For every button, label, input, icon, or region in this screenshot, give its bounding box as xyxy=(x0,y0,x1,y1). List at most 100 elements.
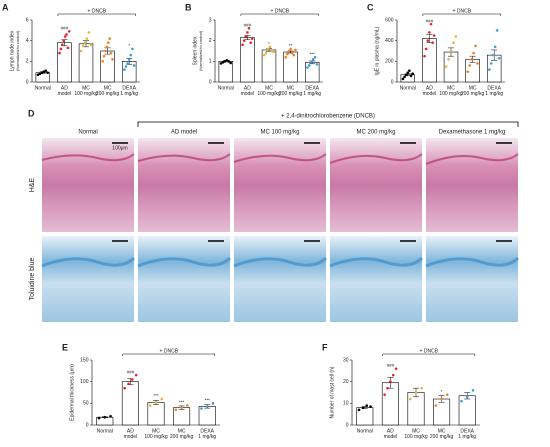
data-point xyxy=(294,48,297,52)
data-point xyxy=(242,39,246,42)
y-axis-sublabel: (Normalized to control) xyxy=(15,30,20,71)
data-point xyxy=(62,39,66,42)
y-tick-label: 3 xyxy=(209,17,212,23)
x-tick-label: AD xyxy=(387,428,394,434)
he-texture xyxy=(329,153,423,164)
he-image xyxy=(426,138,518,232)
x-tick-label: 200 mg/kg xyxy=(96,91,120,97)
he-image xyxy=(330,138,422,232)
x-tick-label: MC xyxy=(265,85,273,91)
data-point xyxy=(401,77,405,81)
data-point xyxy=(431,41,434,45)
significance-label: ### xyxy=(387,363,395,368)
data-point xyxy=(268,45,272,49)
x-tick-label: AD xyxy=(61,85,68,91)
data-point xyxy=(468,64,471,67)
data-point xyxy=(311,57,315,61)
x-tick-label: 1 mg/kg xyxy=(458,434,476,440)
column-label: Normal xyxy=(78,130,97,136)
data-point xyxy=(440,397,443,401)
data-point xyxy=(127,57,131,61)
x-tick-label: MC xyxy=(447,85,455,91)
y-tick-label: 0 xyxy=(86,422,89,428)
y-tick-label: 200 xyxy=(385,59,394,65)
bracket xyxy=(137,121,519,127)
x-tick-label: 200 mg/kg xyxy=(279,91,303,97)
data-point xyxy=(109,51,113,55)
tb-texture xyxy=(233,256,328,268)
y-axis-label: Number of mast cell (n) xyxy=(329,366,335,418)
data-point xyxy=(134,373,138,377)
data-point xyxy=(42,70,46,73)
x-tick-label: 1 mg/kg xyxy=(303,91,321,97)
panel-label: C xyxy=(367,2,374,12)
y-tick-label: 150 xyxy=(80,357,89,363)
data-point xyxy=(472,51,475,55)
tb-texture xyxy=(425,256,520,268)
he-texture xyxy=(233,153,327,163)
data-point xyxy=(180,406,183,409)
y-axis-label: Lymph node index xyxy=(9,30,15,71)
data-point xyxy=(244,35,248,38)
data-point xyxy=(129,53,133,57)
data-point xyxy=(394,367,398,370)
tb-texture xyxy=(137,256,232,268)
x-tick-label: MC xyxy=(82,85,90,91)
data-point xyxy=(264,51,268,55)
data-point xyxy=(225,59,229,62)
bracket-label: + DNCB xyxy=(160,348,179,354)
data-point xyxy=(211,402,215,405)
x-tick-label: MC xyxy=(178,428,186,434)
bracket-label: + DNCB xyxy=(271,8,290,14)
row-label: H&E xyxy=(29,177,36,192)
data-point xyxy=(106,41,110,45)
data-point xyxy=(470,57,473,61)
x-tick-label: AD xyxy=(127,428,134,434)
data-point xyxy=(89,43,93,47)
x-tick-label: MC xyxy=(287,85,295,91)
x-tick-label: model xyxy=(384,434,398,440)
data-point xyxy=(476,62,479,65)
y-tick-label: 20 xyxy=(343,379,349,385)
data-point xyxy=(272,50,276,54)
data-point xyxy=(132,64,136,67)
significance-label: ### xyxy=(244,22,252,27)
data-point xyxy=(447,57,450,61)
x-tick-label: 200 mg/kg xyxy=(170,434,194,440)
data-point xyxy=(200,407,203,410)
data-point xyxy=(79,49,83,53)
column-label: AD model xyxy=(171,130,197,136)
data-point xyxy=(408,69,411,72)
scale-bar-label: 100μm xyxy=(112,145,127,151)
x-tick-label: AD xyxy=(426,85,433,91)
y-tick-label: 100 xyxy=(80,379,89,385)
bracket xyxy=(382,353,476,356)
data-point xyxy=(85,37,89,40)
y-tick-label: 6 xyxy=(26,17,29,23)
x-tick-label: 200 mg/kg xyxy=(430,434,454,440)
x-tick-label: Normal xyxy=(400,85,416,91)
data-point xyxy=(403,75,406,79)
data-point xyxy=(154,401,158,404)
data-point xyxy=(104,49,107,53)
data-point xyxy=(315,63,319,66)
data-point xyxy=(66,46,70,50)
data-point xyxy=(432,34,436,37)
bracket xyxy=(422,13,501,16)
x-tick-label: DEXA xyxy=(460,428,474,434)
data-point xyxy=(488,68,491,71)
x-tick-label: 1 mg/kg xyxy=(485,91,503,97)
data-point xyxy=(266,47,270,51)
significance-label: *** xyxy=(179,400,185,405)
x-tick-label: AD xyxy=(244,85,251,91)
x-tick-label: DEXA xyxy=(305,85,319,91)
x-tick-label: 100 mg/kg xyxy=(144,434,168,440)
data-point xyxy=(174,408,178,412)
y-tick-label: 0 xyxy=(346,422,349,428)
data-point xyxy=(313,55,317,59)
y-axis-sublabel: (Normalized to control) xyxy=(198,30,203,71)
data-point xyxy=(111,57,114,61)
data-point xyxy=(102,54,106,58)
y-axis-label: Epidermal thickness (μm) xyxy=(69,364,75,421)
data-point xyxy=(369,405,372,408)
